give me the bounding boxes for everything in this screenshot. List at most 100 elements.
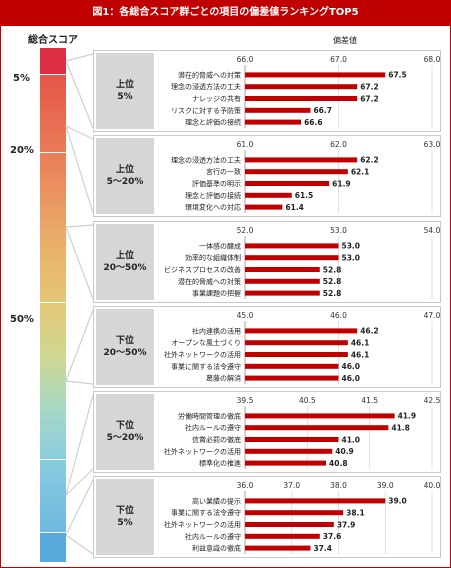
- bar: [245, 290, 320, 296]
- category-label: 事業に関する法令遵守: [171, 362, 241, 371]
- data-label: 61.4: [285, 203, 304, 212]
- connector-line: [65, 380, 94, 385]
- rank-group-text: 下位: [115, 336, 134, 346]
- hensachi-label: 偏差値: [333, 36, 357, 45]
- category-label: 標準化の推進: [199, 459, 241, 468]
- rank-group-label: 上位 5〜20%: [96, 138, 154, 214]
- bar: [245, 157, 358, 163]
- score-segment-4: [40, 460, 66, 533]
- category-label: 一体感の醸成: [199, 241, 241, 250]
- category-label: ナレッジの共有: [192, 94, 241, 103]
- bar: [245, 448, 333, 454]
- rank-group-label: 下位 5〜20%: [96, 394, 154, 470]
- data-label: 41.8: [391, 424, 410, 433]
- bar: [245, 255, 339, 261]
- data-label: 37.9: [337, 520, 356, 529]
- category-label: 信賞必罰の徹底: [192, 435, 241, 444]
- bar: [245, 425, 389, 431]
- rank-group-text: 20〜50%: [103, 348, 147, 358]
- bar: [245, 545, 311, 551]
- tick-label: 46.0: [330, 311, 347, 320]
- connector-line: [65, 125, 94, 214]
- data-label: 67.2: [360, 94, 379, 103]
- rank-group-text: 下位: [115, 506, 134, 516]
- pct-marker-50: 50%: [10, 314, 34, 325]
- data-label: 37.4: [313, 544, 332, 553]
- rank-group-text: 20〜50%: [103, 263, 147, 273]
- pct-marker-5: 5%: [13, 73, 30, 84]
- category-label: 事業に関する法令遵守: [171, 508, 241, 517]
- category-label: 言行の一致: [206, 167, 241, 176]
- score-segment-3: [40, 303, 66, 460]
- category-label: 社内ルールの遵守: [185, 423, 241, 432]
- bar: [245, 107, 311, 113]
- bar: [245, 84, 358, 90]
- tick-label: 45.0: [237, 311, 254, 320]
- bar: [245, 352, 348, 357]
- tick-label: 67.0: [330, 55, 347, 64]
- rank-group-text: 5〜20%: [106, 177, 144, 187]
- bar: [245, 119, 302, 125]
- category-label: 社外ネットワークの活用: [164, 520, 241, 529]
- score-axis-label: 総合スコア: [28, 35, 78, 46]
- data-label: 52.8: [323, 277, 342, 286]
- score-segment-1: [40, 75, 66, 153]
- bar: [245, 328, 358, 334]
- bar: [245, 498, 386, 504]
- data-label: 66.6: [304, 118, 323, 127]
- bar: [245, 204, 283, 210]
- rank-group-text: 5〜20%: [106, 433, 144, 443]
- rank-group-text: 下位: [115, 421, 134, 431]
- data-label: 40.8: [329, 459, 348, 468]
- bar: [245, 522, 334, 527]
- category-label: 社外ネットワークの活用: [164, 447, 241, 456]
- category-label: 潜在的脅威への対策: [178, 70, 241, 79]
- tick-label: 53.0: [330, 226, 347, 235]
- data-label: 52.8: [323, 289, 342, 298]
- category-label: 効率的な組織体制: [185, 253, 241, 262]
- connector-line: [65, 534, 94, 555]
- bar: [245, 192, 292, 198]
- connector-line: [65, 394, 94, 496]
- category-label: 理念の浸透方法の工夫: [171, 82, 241, 91]
- connector-line: [65, 226, 94, 300]
- tick-label: 39.0: [377, 481, 394, 490]
- rank-group-label: 上位 20〜50%: [96, 224, 154, 300]
- data-label: 52.8: [323, 265, 342, 274]
- category-label: オープンな風土づくり: [171, 338, 241, 347]
- data-label: 53.0: [342, 254, 361, 263]
- bar: [245, 437, 339, 442]
- category-label: 社内ルールの遵守: [185, 532, 241, 541]
- bar: [245, 169, 348, 175]
- category-label: 社外ネットワークの活用: [164, 350, 241, 359]
- connector-line: [65, 125, 94, 140]
- tick-label: 61.0: [237, 140, 254, 149]
- pct-marker-20: 20%: [10, 145, 34, 156]
- bar: [245, 243, 339, 249]
- tick-label: 52.0: [237, 226, 254, 235]
- data-label: 62.1: [351, 168, 370, 177]
- tick-label: 40.0: [424, 481, 441, 490]
- category-label: 潜在的脅威への対策: [178, 277, 241, 286]
- connector-line: [65, 224, 94, 228]
- data-label: 61.5: [295, 191, 314, 200]
- rank-group-label: 下位 5%: [96, 479, 154, 555]
- bar: [245, 375, 339, 381]
- data-label: 46.1: [351, 339, 370, 348]
- bar: [245, 278, 320, 284]
- category-label: 利益意識の徹底: [192, 544, 241, 553]
- bar: [245, 533, 320, 539]
- tick-label: 63.0: [424, 140, 441, 149]
- connector-line: [65, 53, 94, 62]
- rank-group-text: 5%: [117, 92, 133, 102]
- rank-group-label: 下位 20〜50%: [96, 309, 154, 385]
- tick-label: 42.5: [424, 396, 441, 405]
- tick-label: 40.5: [299, 396, 316, 405]
- rank-group-label: 上位 5%: [96, 53, 154, 129]
- tick-label: 41.5: [361, 396, 378, 405]
- data-label: 61.9: [332, 179, 351, 188]
- figure-title: 図1：各総合スコア群ごとの項目の偏差値ランキングTOP5: [0, 0, 451, 26]
- connector-line: [65, 309, 94, 382]
- data-label: 39.0: [388, 497, 407, 506]
